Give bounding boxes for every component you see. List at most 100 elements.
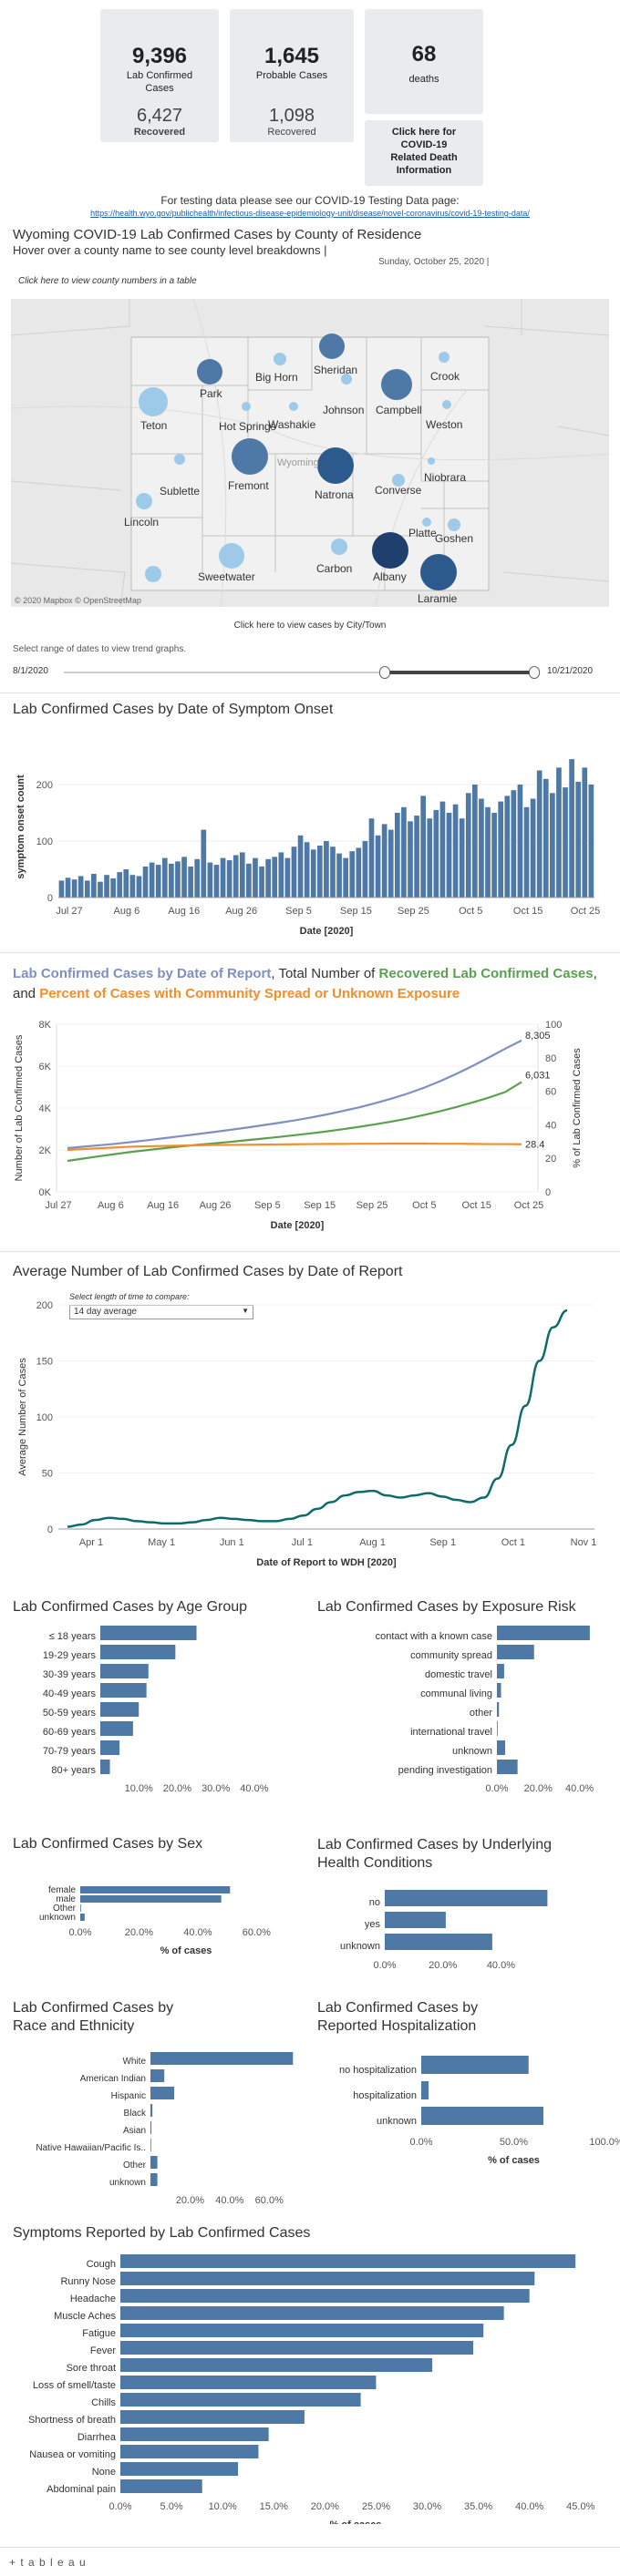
onset-bar[interactable] [588, 785, 594, 898]
county-map[interactable]: Park Big Horn Sheridan Crook Teton Hot S… [11, 299, 609, 607]
bar[interactable] [120, 2324, 484, 2337]
onset-bar[interactable] [213, 865, 220, 898]
onset-bar[interactable] [188, 866, 193, 898]
onset-bar[interactable] [278, 852, 284, 898]
onset-bar[interactable] [498, 801, 504, 898]
bar[interactable] [150, 2173, 158, 2186]
onset-bar[interactable] [78, 876, 84, 898]
onset-bar[interactable] [575, 781, 582, 898]
onset-bar[interactable] [175, 861, 181, 898]
onset-bar[interactable] [201, 829, 207, 898]
onset-bar[interactable] [91, 873, 97, 898]
onset-bar[interactable] [272, 857, 278, 898]
onset-bar[interactable] [420, 795, 427, 898]
onset-bar[interactable] [530, 798, 536, 898]
onset-bar[interactable] [511, 790, 517, 898]
onset-bar[interactable] [324, 841, 329, 898]
bar[interactable] [120, 2358, 433, 2372]
bar[interactable] [120, 2427, 269, 2441]
bar[interactable] [150, 2139, 151, 2151]
bubble-big-horn[interactable] [274, 353, 286, 365]
bar[interactable] [80, 1895, 222, 1903]
range-handle-start[interactable] [379, 666, 390, 679]
bubble-teton[interactable] [139, 387, 168, 416]
onset-bar[interactable] [408, 821, 413, 898]
bubble-weston[interactable] [442, 400, 451, 409]
onset-bar[interactable] [84, 880, 90, 898]
onset-bar[interactable] [232, 855, 239, 898]
tableau-logo[interactable]: + t a b l e a u [9, 2556, 87, 2569]
bar[interactable] [497, 1626, 590, 1640]
onset-bar[interactable] [226, 860, 232, 898]
onset-bar[interactable] [207, 862, 213, 898]
onset-bar[interactable] [310, 849, 316, 898]
bar[interactable] [120, 2376, 377, 2389]
bar[interactable] [150, 2104, 153, 2117]
bar[interactable] [80, 1914, 85, 1921]
bar[interactable] [120, 2306, 504, 2320]
series-line[interactable] [67, 1142, 522, 1152]
onset-bar[interactable] [433, 809, 439, 898]
bubble-hot-springs[interactable] [242, 402, 251, 411]
onset-bar[interactable] [181, 857, 187, 898]
onset-bar[interactable] [330, 847, 336, 898]
bubble-goshen[interactable] [448, 518, 460, 531]
onset-bar[interactable] [71, 879, 78, 898]
bubble-converse[interactable] [392, 474, 405, 487]
onset-bar[interactable] [523, 806, 530, 898]
onset-bar[interactable] [362, 841, 368, 898]
range-track[interactable] [64, 672, 536, 673]
bubble-fremont[interactable] [232, 438, 268, 475]
series-line[interactable] [67, 1081, 522, 1163]
bar[interactable] [100, 1626, 197, 1640]
onset-bar[interactable] [550, 793, 555, 898]
onset-bar[interactable] [388, 829, 394, 898]
bubble-platte[interactable] [422, 518, 431, 527]
onset-bar[interactable] [316, 845, 323, 898]
age-chart[interactable]: ≤ 18 years 19-29 years 30-39 years 40-49 ye… [0, 1622, 310, 1813]
onset-bar[interactable] [155, 865, 161, 898]
onset-bar[interactable] [117, 872, 123, 898]
onset-bar[interactable] [284, 857, 291, 898]
bar[interactable] [497, 1702, 500, 1717]
onset-bar[interactable] [336, 853, 342, 898]
bubble-natrona[interactable] [317, 447, 354, 484]
onset-bar[interactable] [504, 795, 511, 898]
bar[interactable] [385, 1912, 446, 1928]
bar[interactable] [497, 1760, 518, 1774]
testing-url[interactable]: https://health.wyo.gov/publichealth/infe… [90, 209, 530, 218]
onset-bar[interactable] [459, 818, 465, 898]
onset-bar[interactable] [517, 785, 523, 898]
bar[interactable] [100, 1645, 176, 1659]
bar[interactable] [385, 1934, 492, 1950]
bar[interactable] [497, 1683, 501, 1698]
onset-bar[interactable] [582, 767, 588, 898]
bar[interactable] [80, 1904, 81, 1912]
bar[interactable] [100, 1760, 110, 1774]
bar[interactable] [120, 2272, 535, 2285]
bubble-sheridan[interactable] [319, 334, 345, 359]
bar[interactable] [150, 2069, 165, 2082]
bubble-park[interactable] [197, 359, 222, 385]
bar[interactable] [150, 2121, 152, 2134]
onset-bar[interactable] [556, 767, 562, 898]
bar[interactable] [421, 2056, 529, 2074]
bubble-albany[interactable] [372, 532, 408, 569]
onset-bar[interactable] [368, 818, 375, 898]
average-line[interactable] [67, 1309, 568, 1528]
bar[interactable] [120, 2341, 473, 2355]
onset-bar[interactable] [375, 835, 381, 898]
onset-bar[interactable] [253, 857, 258, 898]
onset-bar[interactable] [536, 770, 542, 898]
bar[interactable] [100, 1683, 147, 1698]
onset-bar[interactable] [394, 813, 400, 898]
onset-bar[interactable] [304, 842, 310, 898]
bar[interactable] [120, 2462, 238, 2476]
hospital-chart[interactable]: no hospitalization hospitalization unknown… [310, 2050, 620, 2187]
bar[interactable] [385, 1890, 548, 1906]
onset-bar[interactable] [239, 852, 245, 898]
bubble-sublette[interactable] [174, 454, 185, 465]
onset-bar[interactable] [569, 759, 574, 898]
onset-chart[interactable]: 0 100 200 Jul 27 Aug 6 Aug 16 Aug 26 Sep 5 Sep 1… [11, 729, 613, 948]
county-table-link[interactable]: Click here to view county numbers in a t… [18, 276, 197, 286]
